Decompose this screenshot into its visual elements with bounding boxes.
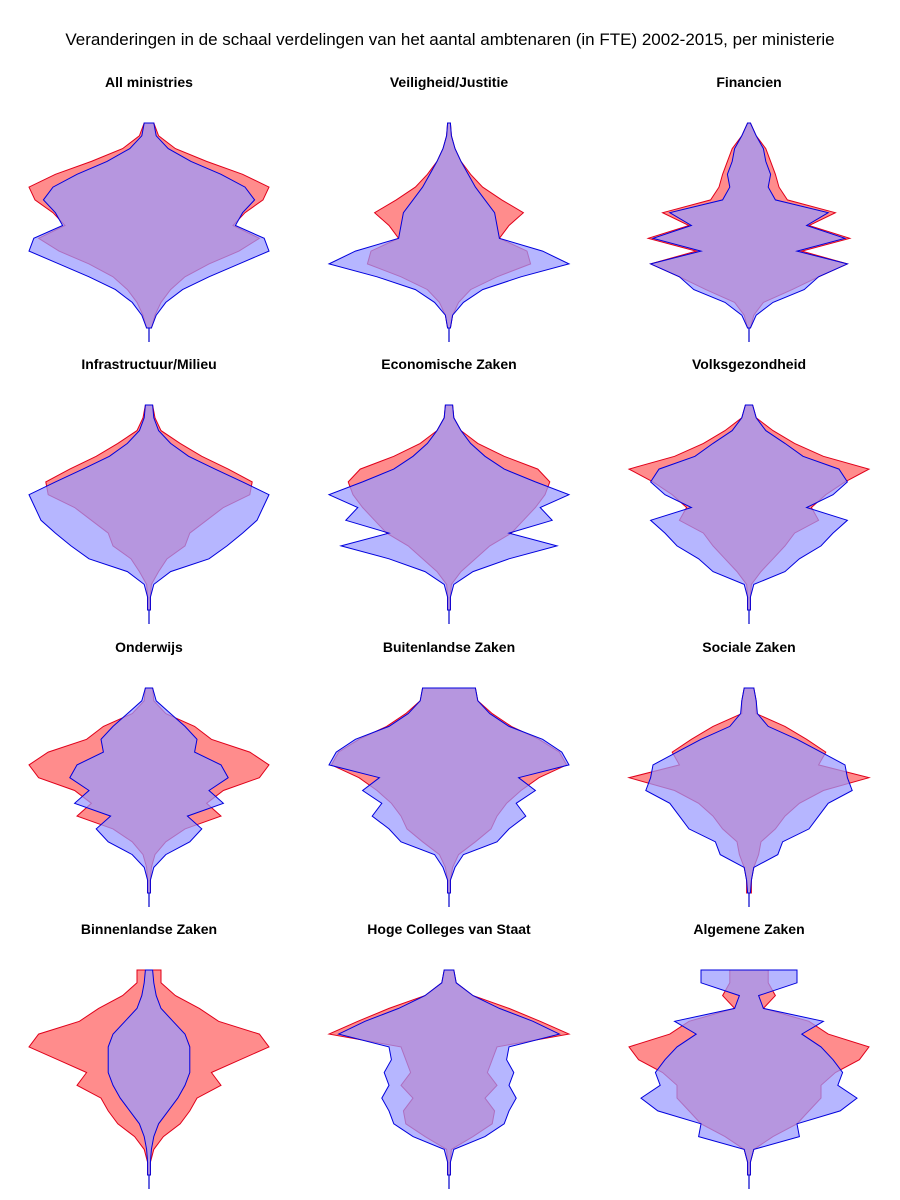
panel-title: Economische Zaken <box>381 356 516 372</box>
panel-title: Financien <box>716 74 781 90</box>
panel-infrastructuur-milieu: Infrastructuur/Milieu <box>28 356 270 624</box>
panel-hoge-colleges-van-staat: Hoge Colleges van Staat <box>327 921 571 1189</box>
panel-title: Sociale Zaken <box>702 639 795 655</box>
series-2015-shape <box>649 122 849 329</box>
series-2015-shape <box>107 969 191 1176</box>
series-2015-shape <box>645 687 853 894</box>
panel-veiligheid-justitie: Veiligheid/Justitie <box>327 74 571 342</box>
panel-title: Infrastructuur/Milieu <box>81 356 216 372</box>
panel-economische-zaken: Economische Zaken <box>327 356 571 624</box>
panel-title: All ministries <box>105 74 193 90</box>
panel-onderwijs: Onderwijs <box>28 639 270 907</box>
panel-volksgezondheid: Volksgezondheid <box>627 356 871 624</box>
series-2015-shape <box>327 122 571 329</box>
series-2015-shape <box>28 122 270 329</box>
series-2015-shape <box>640 969 858 1176</box>
panel-title: Binnenlandse Zaken <box>81 921 217 937</box>
panel-title: Volksgezondheid <box>692 356 806 372</box>
series-2015-shape <box>327 404 571 611</box>
panel-title: Onderwijs <box>115 639 183 655</box>
series-2015-shape <box>69 687 229 894</box>
panel-sociale-zaken: Sociale Zaken <box>627 639 871 907</box>
panel-algemene-zaken: Algemene Zaken <box>628 921 870 1189</box>
series-2015-shape <box>28 404 270 611</box>
series-2015-shape <box>328 687 570 894</box>
panel-buitenlandse-zaken: Buitenlandse Zaken <box>328 639 570 907</box>
panel-title: Veiligheid/Justitie <box>390 74 508 90</box>
series-2015-shape <box>649 404 849 611</box>
panel-all-ministries: All ministries <box>28 74 270 342</box>
series-2015-shape <box>337 969 561 1176</box>
panel-financien: Financien <box>646 74 852 342</box>
panel-title: Algemene Zaken <box>693 921 804 937</box>
panel-title: Buitenlandse Zaken <box>383 639 515 655</box>
panel-title: Hoge Colleges van Staat <box>367 921 531 937</box>
panel-binnenlandse-zaken: Binnenlandse Zaken <box>28 921 270 1189</box>
chart-title: Veranderingen in de schaal verdelingen v… <box>65 30 835 49</box>
